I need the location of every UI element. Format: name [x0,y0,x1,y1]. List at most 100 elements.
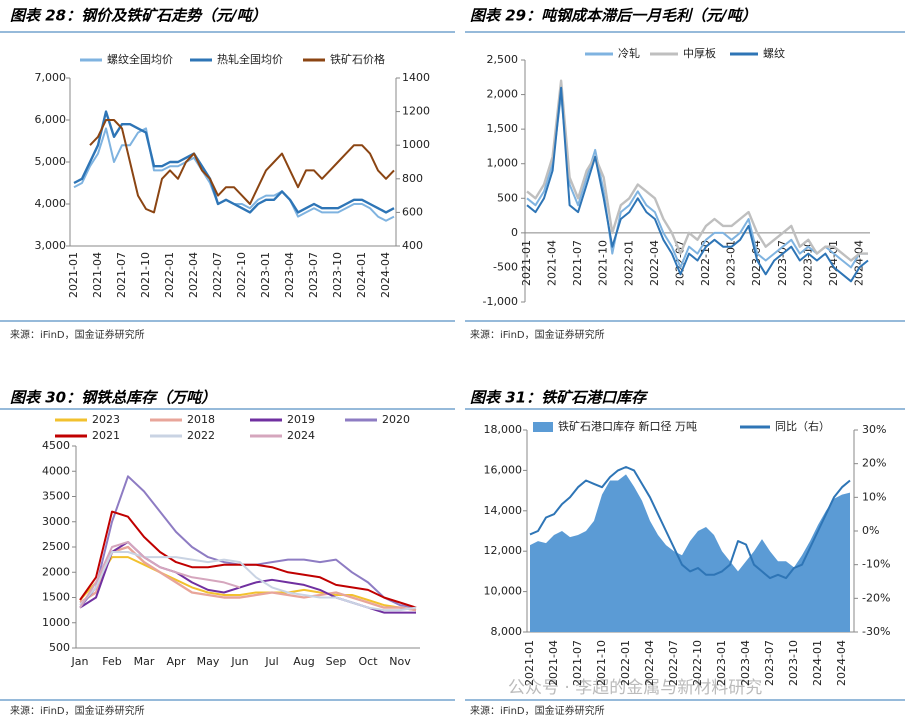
legend-label: 2023 [92,413,120,426]
chart-title: 图表 28：钢价及铁矿石走势（元/吨） [10,7,267,25]
line-series [526,79,868,262]
x-tick-label: 2022-01 [622,240,635,286]
y-tick-label: 12,000 [484,544,523,557]
line-series [89,119,395,214]
x-tick-label: 2024-04 [379,252,392,298]
line-series [529,466,851,580]
y2-tick-label: 10% [862,490,886,503]
x-tick-label: 2023-07 [763,640,776,686]
line-series [79,475,417,609]
legend-label: 2022 [187,429,215,442]
x-tick-label: 2022-01 [163,252,176,298]
y-tick-label: -500 [493,260,518,273]
y-tick-label: 500 [497,191,518,204]
x-tick-label: 2023-01 [725,240,738,286]
y-tick-label: 4500 [42,439,70,452]
chart-title: 图表 30：钢铁总库存（万吨） [10,389,216,407]
legend-label: 螺纹全国均价 [107,52,173,66]
y-tick-label: 6,000 [35,113,67,126]
x-tick-label: 2024-01 [355,252,368,298]
x-tick-label: 2024-04 [835,640,848,686]
y-tick-label: 5,000 [35,155,67,168]
y-tick-label: 1,500 [487,122,519,135]
x-tick-label: 2023-01 [715,640,728,686]
y-tick-label: 16,000 [484,463,523,476]
x-tick-label: 2023-10 [331,252,344,298]
y-tick-label: 2,000 [487,88,519,101]
y-tick-label: -1,000 [483,295,518,308]
x-tick-label: 2021-01 [520,240,533,286]
legend-label: 同比（右） [775,419,830,433]
x-tick-label: 2021-04 [547,640,560,686]
y2-tick-label: 1200 [402,105,430,118]
x-tick-label: 2022-04 [187,252,200,298]
legend-label: 2019 [287,413,315,426]
y2-tick-label: 30% [862,423,886,436]
x-tick-label: 2022-07 [211,252,224,298]
x-tick-label: 2021-04 [91,252,104,298]
x-tick-label: 2021-07 [571,240,584,286]
y2-tick-label: 400 [402,239,423,252]
x-tick-label: 2022-10 [691,640,704,686]
y2-tick-label: -20% [862,591,890,604]
x-tick-label: 2022-10 [235,252,248,298]
y2-tick-label: -10% [862,558,890,571]
y-tick-label: 3000 [42,515,70,528]
x-tick-label: 2023-10 [801,240,814,286]
x-tick-label: Aug [293,655,314,668]
area-series [530,474,850,632]
x-tick-label: 2022-07 [667,640,680,686]
x-tick-label: 2023-10 [787,640,800,686]
x-tick-label: 2021-10 [595,640,608,686]
x-tick-label: 2022-04 [643,640,656,686]
y-tick-label: 1000 [42,616,70,629]
line-series [526,86,869,283]
y-tick-label: 7,000 [35,71,67,84]
legend-swatch [533,422,553,432]
legend-label: 2024 [287,429,315,442]
x-tick-label: 2022-04 [648,240,661,286]
legend-label: 热轧全国均价 [217,52,283,66]
x-tick-label: May [197,655,220,668]
x-tick-label: Apr [166,655,186,668]
line-series [79,510,417,609]
y-tick-label: 2,500 [487,53,519,66]
y-tick-label: 0 [511,226,518,239]
x-tick-label: Mar [134,655,155,668]
y-tick-label: 3500 [42,490,70,503]
y2-tick-label: 1400 [402,71,430,84]
x-tick-label: 2021-01 [67,252,80,298]
watermark: 公众号 · 李超的金属与新材料研究 [508,678,762,698]
y-tick-label: 1500 [42,591,70,604]
y-tick-label: 3,000 [35,239,67,252]
y-tick-label: 500 [49,641,70,654]
legend-label: 2018 [187,413,215,426]
x-tick-label: 2023-04 [750,240,763,286]
x-tick-label: Oct [358,655,378,668]
source: 来源：iFinD，国金证券研究所 [470,328,605,341]
source: 来源：iFinD，国金证券研究所 [10,328,145,341]
line-series [73,110,395,214]
y-tick-label: 10,000 [484,585,523,598]
legend-label: 螺纹 [763,46,785,60]
x-tick-label: 2022-01 [619,640,632,686]
line-series [79,545,417,612]
y-tick-label: 8,000 [491,625,523,638]
x-tick-label: Feb [102,655,121,668]
x-tick-label: 2021-10 [597,240,610,286]
legend-label: 中厚板 [683,46,716,60]
line-series [79,541,241,609]
x-tick-label: Jun [230,655,248,668]
legend-label: 冷轧 [618,46,640,60]
y2-tick-label: -30% [862,625,890,638]
x-tick-label: 2023-07 [307,252,320,298]
x-tick-label: Sep [326,655,347,668]
y-tick-label: 2000 [42,565,70,578]
line-series [79,556,417,612]
y-tick-label: 4000 [42,464,70,477]
x-tick-label: 2024-01 [811,640,824,686]
y2-tick-label: 800 [402,172,423,185]
source: 来源：iFinD，国金证券研究所 [470,704,605,717]
x-tick-label: Jan [71,655,89,668]
